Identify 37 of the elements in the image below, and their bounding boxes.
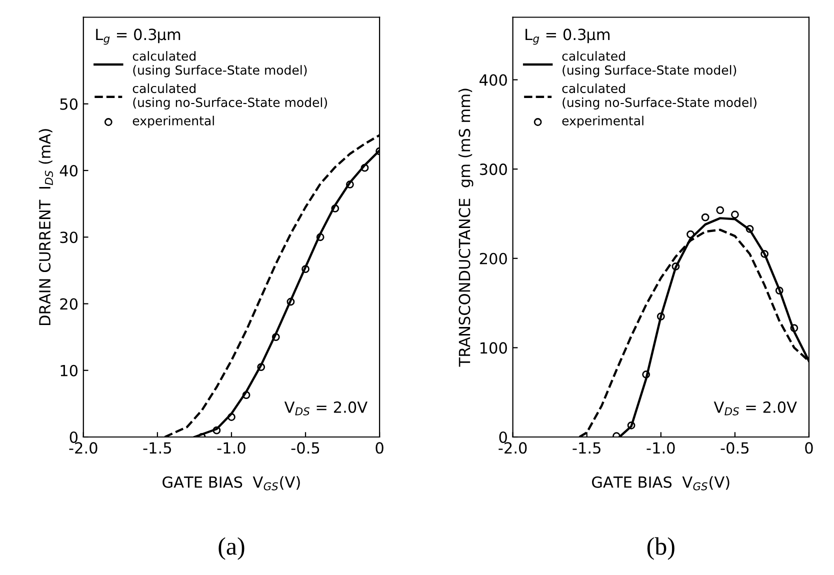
y-tick-label: 0 — [499, 431, 507, 444]
y-tick-label: 40 — [60, 164, 78, 177]
legend-label: experimental — [132, 116, 214, 128]
y-tick-label: 200 — [480, 252, 507, 264]
x-tick-label: -2.0 — [69, 442, 98, 454]
x-tick-label: 0 — [805, 442, 813, 454]
x-tick-label: -1.5 — [572, 442, 600, 454]
y-tick-label: 0 — [70, 431, 78, 444]
text: (b) — [647, 537, 674, 560]
legend-label: calculated (using Surface-State model) — [562, 51, 736, 78]
y-axis-title: DRAIN CURRENT I$_{DS}$ (mA) — [38, 129, 54, 326]
x-axis-title: GATE BIAS V$_{GS}$(V) — [162, 476, 300, 490]
x-tick-label: -1.0 — [217, 442, 246, 454]
x-tick-label: -1.5 — [143, 442, 172, 454]
y-axis-title: TRANSCONDUCTANCE gm (mS mm) — [458, 88, 474, 367]
x-axis-title: GATE BIAS V$_{GS}$(V) — [592, 476, 730, 490]
x-tick-label: -2.0 — [498, 442, 527, 454]
x-tick-label: -0.5 — [720, 442, 749, 454]
y-tick-label: 300 — [480, 164, 507, 176]
y-tick-label: 20 — [60, 298, 78, 310]
y-tick-label: 400 — [480, 74, 507, 86]
x-tick-label: 0 — [376, 442, 384, 454]
legend-title: L$_{g}$ = 0.3µm — [96, 28, 180, 45]
y-tick-label: 10 — [60, 364, 78, 376]
legend-title: L$_{g}$ = 0.3µm — [526, 28, 610, 45]
legend-label: calculated (using Surface-State model) — [132, 51, 307, 78]
x-tick-label: -0.5 — [291, 442, 320, 454]
legend-label: calculated (using no-Surface-State model) — [132, 83, 327, 110]
legend-label: experimental — [562, 116, 644, 128]
legend-label: calculated (using no-Surface-State model) — [562, 83, 756, 110]
x-tick-label: -1.0 — [646, 442, 675, 454]
y-tick-label: 50 — [60, 98, 78, 110]
annotation: V$_{DS}$ = 2.0V — [284, 401, 368, 416]
annotation: V$_{DS}$ = 2.0V — [714, 401, 797, 416]
y-tick-label: 30 — [60, 232, 78, 244]
text: (a) — [218, 537, 244, 560]
y-tick-label: 100 — [480, 342, 507, 354]
